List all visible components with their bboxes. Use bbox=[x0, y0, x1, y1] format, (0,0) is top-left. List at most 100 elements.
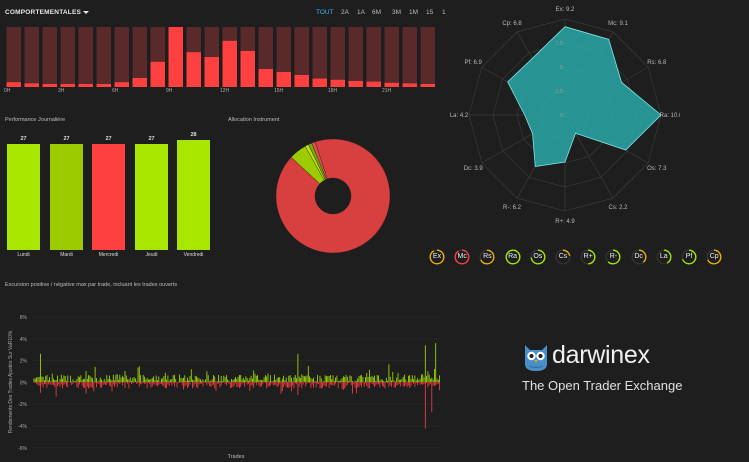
timeframe-6m[interactable]: 6M bbox=[372, 9, 382, 16]
badge-dc[interactable]: Dc bbox=[631, 249, 647, 265]
section-title-dropdown[interactable]: COMPORTEMENTALES bbox=[5, 9, 90, 16]
timeframe-tout[interactable]: TOUT bbox=[316, 9, 334, 16]
badge-ex[interactable]: Ex bbox=[429, 249, 445, 265]
badge-label: Os bbox=[533, 253, 543, 260]
badge-rplus[interactable]: R+ bbox=[580, 249, 596, 265]
hour-label: 3H bbox=[58, 88, 65, 94]
hour-bar-track bbox=[312, 27, 327, 87]
timeframe-1[interactable]: 1 bbox=[442, 9, 446, 16]
excursion-ytick: -6% bbox=[18, 446, 27, 452]
badge-label: Cs bbox=[558, 253, 568, 260]
hour-bar-track bbox=[366, 27, 381, 87]
radar-axis-label: Pf: 6.9 bbox=[465, 60, 483, 66]
badge-mc[interactable]: Mc bbox=[454, 249, 470, 265]
allocation-slice bbox=[275, 138, 391, 254]
radar-axis-label: Mc: 9.1 bbox=[608, 21, 628, 27]
hour-bar bbox=[168, 27, 183, 87]
badge-cs[interactable]: Cs bbox=[555, 249, 571, 265]
hour-bar bbox=[240, 51, 255, 87]
caret-down-icon bbox=[83, 10, 90, 14]
badge-os[interactable]: Os bbox=[530, 249, 546, 265]
badge-cp[interactable]: Cp bbox=[706, 249, 722, 265]
hour-bar bbox=[402, 83, 417, 87]
hour-bar-track bbox=[42, 27, 57, 87]
badge-la[interactable]: La bbox=[656, 249, 672, 265]
badge-rs[interactable]: Rs bbox=[479, 249, 495, 265]
hour-bar-track bbox=[114, 27, 129, 87]
timeframe-3m[interactable]: 3M bbox=[392, 9, 402, 16]
badge-ring-icon bbox=[681, 249, 697, 265]
excursion-ytick: 6% bbox=[20, 315, 28, 321]
badge-ring-icon bbox=[505, 249, 521, 265]
radar-scale-label: 7.5 bbox=[555, 41, 563, 47]
radar-axis-label: Ex: 9.2 bbox=[556, 7, 575, 13]
day-bar bbox=[177, 140, 210, 250]
hour-bar-track bbox=[348, 27, 363, 87]
day-label: Lundi bbox=[17, 252, 30, 258]
badge-pf[interactable]: Pf bbox=[681, 249, 697, 265]
badge-ring-level bbox=[681, 249, 697, 265]
excursion-title: Excursion positive / négative max par tr… bbox=[5, 282, 178, 288]
badge-ring-level bbox=[505, 249, 521, 265]
hour-bar-track bbox=[132, 27, 147, 87]
badge-label: Pf bbox=[685, 253, 693, 260]
excursion-xlabel: Trades bbox=[228, 454, 245, 460]
radar-axis-label: Cs: 2.2 bbox=[608, 205, 628, 211]
hour-bar-track bbox=[294, 27, 309, 87]
badge-label: R- bbox=[609, 253, 618, 260]
timeframe-15[interactable]: 15 bbox=[426, 9, 434, 16]
hour-bar bbox=[258, 69, 273, 87]
hour-label: 9H bbox=[166, 88, 173, 94]
hour-bar bbox=[222, 40, 237, 87]
hour-bar bbox=[366, 81, 381, 87]
badge-ring-level bbox=[631, 249, 647, 265]
hour-label: 6H bbox=[112, 88, 119, 94]
timeframe-2a[interactable]: 2A bbox=[341, 9, 349, 16]
day-label: Vendredi bbox=[183, 252, 204, 258]
radar-axis-label: R+: 4.9 bbox=[555, 219, 575, 225]
hour-bar-track bbox=[60, 27, 75, 87]
excursion-ytick: 0% bbox=[20, 380, 28, 386]
badge-label: La bbox=[659, 253, 668, 260]
hourly-activity-chart bbox=[6, 27, 435, 87]
hour-bar bbox=[312, 78, 327, 87]
badge-ring-icon bbox=[530, 249, 546, 265]
hour-label: 0H bbox=[4, 88, 11, 94]
badge-ra[interactable]: Ra bbox=[505, 249, 521, 265]
day-value: 27 bbox=[105, 136, 112, 143]
hour-bar bbox=[204, 57, 219, 87]
hour-bar bbox=[294, 75, 309, 87]
radar-axis-label: Rs: 6.8 bbox=[647, 60, 667, 66]
excursion-ytick: -4% bbox=[18, 424, 27, 430]
hour-bar bbox=[6, 82, 21, 87]
day-bar bbox=[50, 144, 83, 250]
hour-bar bbox=[420, 84, 435, 87]
badge-label: Ex bbox=[432, 253, 442, 260]
badge-ring-level bbox=[706, 249, 722, 265]
hour-bar bbox=[42, 84, 57, 87]
day-bar bbox=[92, 144, 125, 250]
radar-axis-label: Cp: 6.8 bbox=[502, 21, 522, 27]
badge-ring-level bbox=[530, 249, 546, 265]
badge-label: Ra bbox=[508, 253, 518, 260]
hour-bar-track bbox=[24, 27, 39, 87]
badge-label: Mc bbox=[457, 253, 467, 260]
hour-label: 21H bbox=[382, 88, 392, 94]
hour-bar bbox=[384, 82, 399, 87]
badge-ring-level bbox=[580, 249, 596, 265]
hour-bar-track bbox=[384, 27, 399, 87]
badge-ring-icon bbox=[454, 249, 470, 265]
radar-scale-label: 0 bbox=[560, 113, 563, 119]
badge-label: Cp bbox=[709, 253, 719, 260]
timeframe-1m[interactable]: 1M bbox=[409, 9, 419, 16]
badge-ring-icon bbox=[580, 249, 596, 265]
excursion-chart: 6% 4% 2% 0% -2% -4% -6% Rendements Des Trades A… bbox=[8, 315, 442, 460]
radar-scale-label: 5 bbox=[560, 65, 563, 71]
badge-rminus[interactable]: R- bbox=[605, 249, 621, 265]
badge-ring-icon bbox=[555, 249, 571, 265]
badge-ring-level bbox=[656, 249, 672, 265]
badge-ring-level bbox=[479, 249, 495, 265]
timeframe-1a[interactable]: 1A bbox=[357, 9, 365, 16]
day-label: Jeudi bbox=[145, 252, 158, 258]
badge-ring-level bbox=[454, 249, 470, 265]
